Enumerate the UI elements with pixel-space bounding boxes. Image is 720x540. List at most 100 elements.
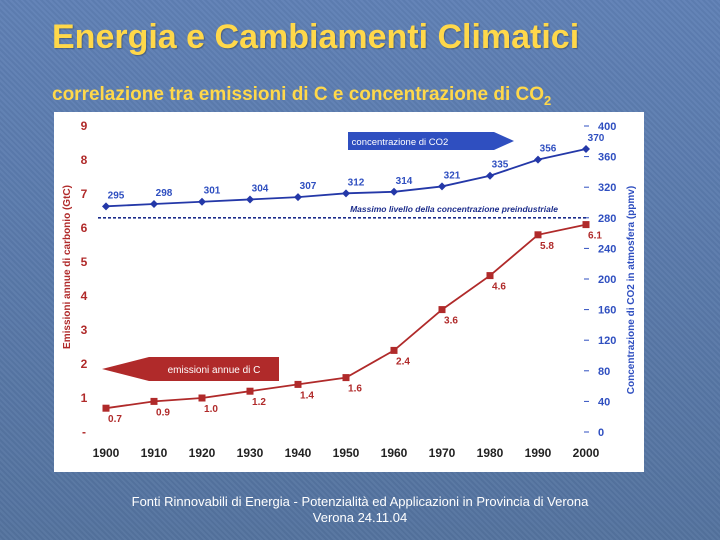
emissions-data-label: 5.8 <box>540 241 554 252</box>
concentration-data-label: 295 <box>108 190 125 201</box>
concentration-data-label: 356 <box>540 144 557 155</box>
slide-title: Energia e Cambiamenti Climatici <box>52 18 580 56</box>
concentration-point <box>246 195 254 204</box>
x-tick-label: 1930 <box>237 446 264 460</box>
emissions-point <box>150 397 158 405</box>
emissions-data-label: 1.2 <box>252 397 266 408</box>
emissions-point <box>486 272 494 280</box>
x-tick-label: 1960 <box>381 446 408 460</box>
x-axis-ticks: 1900 1910 1920 1930 1940 1950 1960 1970 1980 1990… <box>93 446 600 460</box>
emissions-point <box>198 394 206 402</box>
emissions-point <box>534 231 542 239</box>
right-tick-label: 80 <box>598 366 610 378</box>
right-axis-ticks: 0 40 80 120 160 200 240 280 320 360 400 <box>584 121 616 439</box>
right-tick-label: 120 <box>598 335 616 347</box>
concentration-point <box>486 171 494 180</box>
concentration-data-label: 321 <box>444 170 461 181</box>
emissions-point <box>438 306 446 314</box>
right-tick-label: 360 <box>598 152 616 164</box>
concentration-point <box>582 144 590 153</box>
concentration-point <box>150 200 158 209</box>
left-tick-label: 1 <box>81 391 88 405</box>
concentration-data-label: 304 <box>252 183 269 194</box>
right-axis-label: Concentrazione di CO2 in atmosfera (ppmv… <box>626 186 637 394</box>
source-note: Fonti Rinnovabili di Energia - Potenzial… <box>80 494 640 526</box>
concentration-data-label: 335 <box>492 160 509 171</box>
emissions-callout-arrow <box>102 357 279 381</box>
x-tick-label: 2000 <box>573 446 600 460</box>
left-tick-label: 4 <box>81 289 88 303</box>
right-tick-label: 400 <box>598 121 616 133</box>
x-tick-label: 1900 <box>93 446 120 460</box>
x-tick-label: 1980 <box>477 446 504 460</box>
concentration-series: 295 298 301 304 307 312 314 321 335 356 370 <box>102 133 605 211</box>
emissions-data-label: 6.1 <box>588 231 602 242</box>
right-tick-label: 200 <box>598 274 616 286</box>
emissions-point <box>246 387 254 395</box>
x-tick-label: 1910 <box>141 446 168 460</box>
emissions-point <box>102 404 110 412</box>
x-tick-label: 1970 <box>429 446 456 460</box>
concentration-point <box>198 197 206 206</box>
emissions-data-label: 0.9 <box>156 407 170 418</box>
left-tick-label: 7 <box>81 187 88 201</box>
concentration-data-label: 370 <box>588 133 605 144</box>
emissions-point <box>294 380 302 388</box>
concentration-point <box>534 155 542 164</box>
emissions-point <box>582 221 590 229</box>
right-tick-label: 320 <box>598 182 616 194</box>
emissions-callout-label: emissioni annue di C <box>168 365 261 376</box>
left-tick-label: 3 <box>81 323 88 337</box>
chart-panel: - 1 2 3 4 5 6 7 8 9 0 40 80 120 160 200 240 280 320 360 400… <box>54 112 644 472</box>
emissions-callout: emissioni annue di C <box>102 357 279 381</box>
concentration-point <box>438 182 446 191</box>
emissions-data-label: 2.4 <box>396 356 410 367</box>
concentration-point <box>390 187 398 196</box>
slide-subtitle: correlazione tra emissioni di C e concen… <box>52 84 551 108</box>
left-axis-ticks: - 1 2 3 4 5 6 7 8 9 <box>81 119 88 439</box>
right-tick-label: 160 <box>598 305 616 317</box>
emissions-point <box>342 374 350 382</box>
concentration-point <box>294 193 302 202</box>
source-line-2: Verona 24.11.04 <box>312 510 408 525</box>
emissions-data-label: 4.6 <box>492 282 506 293</box>
emissions-point <box>390 346 398 354</box>
concentration-data-label: 307 <box>300 181 317 192</box>
emissions-data-label: 0.7 <box>108 414 122 425</box>
emissions-data-label: 3.6 <box>444 316 458 327</box>
x-tick-label: 1990 <box>525 446 552 460</box>
concentration-data-label: 314 <box>396 176 413 187</box>
left-tick-label: 8 <box>81 153 88 167</box>
emissions-data-label: 1.4 <box>300 390 314 401</box>
right-tick-label: 240 <box>598 243 616 255</box>
concentration-data-label: 298 <box>156 188 173 199</box>
concentration-line <box>105 148 587 208</box>
x-tick-label: 1950 <box>333 446 360 460</box>
right-tick-label: 0 <box>598 427 604 439</box>
source-line-1: Fonti Rinnovabili di Energia - Potenzial… <box>131 494 589 509</box>
left-tick-label: 9 <box>81 119 88 133</box>
concentration-callout-label: concentrazione di CO2 <box>352 137 449 148</box>
x-tick-label: 1940 <box>285 446 312 460</box>
concentration-callout-arrow <box>348 132 514 150</box>
right-tick-label: 40 <box>598 396 610 408</box>
concentration-callout: concentrazione di CO2 <box>348 132 514 150</box>
concentration-data-label: 312 <box>348 177 365 188</box>
emissions-series: 0.7 0.9 1.0 1.2 1.4 1.6 2.4 3.6 4.6 5.8 6.1 <box>102 221 602 425</box>
left-tick-label: - <box>82 425 86 439</box>
left-tick-label: 2 <box>81 357 88 371</box>
right-tick-label: 280 <box>598 213 616 225</box>
reference-line-group: Massimo livello della concentrazione pre… <box>98 204 588 219</box>
subtitle-text: correlazione tra emissioni di C e concen… <box>52 84 545 105</box>
subtitle-subscript: 2 <box>544 92 552 108</box>
concentration-point <box>342 189 350 198</box>
left-tick-label: 6 <box>81 221 88 235</box>
emissions-data-label: 1.6 <box>348 384 362 395</box>
left-axis-label: Emissioni annue di carbonio (GtC) <box>62 185 73 349</box>
concentration-data-label: 301 <box>204 186 221 197</box>
preindustrial-reference-label: Massimo livello della concentrazione pre… <box>350 204 558 214</box>
left-tick-label: 5 <box>81 255 88 269</box>
x-tick-label: 1920 <box>189 446 216 460</box>
emissions-concentration-chart: - 1 2 3 4 5 6 7 8 9 0 40 80 120 160 200 240 280 320 360 400… <box>62 119 637 460</box>
concentration-point <box>102 202 110 211</box>
